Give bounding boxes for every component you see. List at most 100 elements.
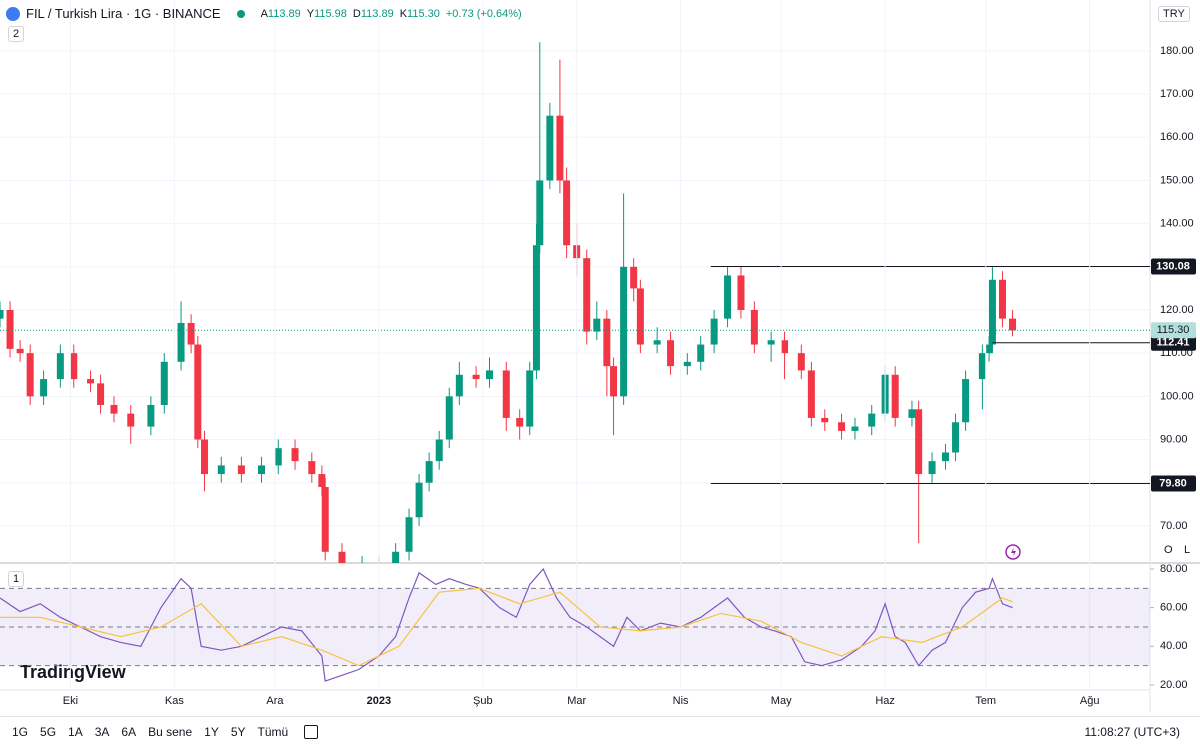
x-tick-label: May: [771, 695, 792, 707]
logo: TradingView: [20, 662, 127, 682]
symbol[interactable]: FIL / Turkish Lira · 1G · BINANCE: [26, 6, 221, 21]
ohlc-value: 113.89: [360, 7, 394, 20]
ohlc-value: 115.30: [407, 7, 440, 20]
candle-body: [308, 461, 316, 475]
x-tick-label: Tem: [975, 695, 996, 707]
price-pane: [0, 42, 1150, 563]
x-tick-label: Ara: [266, 695, 284, 707]
toolbar: 1G 5G 1A 3A 6A Bu sene 1Y 5Y Tümü 11:08:27 (UTC+…: [0, 716, 1200, 747]
candle-body: [201, 439, 209, 475]
currency[interactable]: TRY: [1158, 6, 1190, 22]
range-button[interactable]: Bu sene: [148, 725, 193, 739]
candle-body: [110, 404, 118, 414]
candle-body: [237, 465, 245, 475]
rsi-tick-label: 80.00: [1160, 563, 1188, 575]
candle-body: [710, 318, 718, 345]
range-button[interactable]: 6A: [121, 725, 137, 739]
candle-body: [258, 465, 266, 475]
candle-body: [415, 482, 423, 518]
x-tick-label: Kas: [165, 695, 184, 707]
range-button[interactable]: 1Y: [204, 725, 219, 739]
rsi-line: [0, 587, 1013, 667]
y-tick-label: 150.00: [1160, 174, 1194, 186]
level-label: 130.08: [1156, 260, 1190, 272]
candle-body: [915, 409, 923, 475]
y-tick-label: 180.00: [1160, 45, 1194, 57]
candle-body: [70, 353, 78, 380]
x-tick-label: 2023: [367, 695, 391, 707]
candle-body: [697, 344, 705, 362]
candle-body: [6, 309, 14, 349]
rsi-pane-label[interactable]: 1: [8, 571, 25, 587]
x-tick-label: Nis: [673, 695, 689, 707]
candle-body: [486, 370, 494, 380]
candle-body: [593, 318, 601, 332]
calendar-icon[interactable]: [304, 725, 319, 739]
range-button[interactable]: 1A: [68, 725, 83, 739]
candle-body: [988, 279, 996, 345]
candle-body: [1009, 318, 1017, 331]
x-tick-label: Haz: [875, 695, 895, 707]
candle-body: [392, 551, 400, 563]
range-button[interactable]: 5G: [40, 725, 57, 739]
alert-icon[interactable]: [1005, 544, 1021, 560]
candle-body: [556, 115, 564, 181]
candle-body: [26, 353, 34, 397]
ohlc: A113.89 Y115.98 D113.89 K115.30: [261, 8, 440, 20]
button-o[interactable]: O: [1160, 543, 1177, 557]
candle-body: [455, 374, 463, 397]
ranges: 1G 5G 1A 3A 6A Bu sene 1Y 5Y Tümü: [0, 725, 288, 739]
candle-body: [908, 409, 916, 418]
candle-body: [750, 309, 758, 345]
candle-body: [536, 180, 544, 246]
chart: TradingView Eki Kas Ara 2023 Şub Mar Nis May Haz…: [0, 0, 1200, 712]
candle-body: [998, 279, 1006, 319]
symbol-icon: [6, 6, 20, 21]
candle-body: [526, 370, 534, 427]
candle-body: [767, 340, 775, 345]
candle-body: [962, 379, 970, 423]
candle-body: [583, 258, 591, 332]
range-button[interactable]: 3A: [94, 725, 110, 739]
candle-body: [978, 353, 986, 380]
range-button[interactable]: 1G: [12, 725, 29, 739]
candle-body: [868, 413, 876, 427]
candle-body: [16, 348, 24, 354]
candle-body: [838, 422, 846, 431]
candle-body: [928, 461, 936, 475]
candle-body: [667, 340, 675, 367]
candle-body: [985, 344, 993, 354]
candle-body: [338, 551, 346, 563]
alert-bolt: [1011, 547, 1016, 557]
candle-body: [405, 517, 413, 552]
level-label: 79.80: [1159, 477, 1187, 489]
candle-body: [425, 461, 433, 483]
candle-body: [127, 413, 135, 427]
range-button[interactable]: 5Y: [230, 725, 246, 739]
candle-body: [620, 266, 628, 397]
y-tick-label: 90.00: [1160, 433, 1188, 445]
candle-body: [321, 487, 329, 552]
candle-body: [797, 353, 805, 371]
level-label: 112.41: [1156, 337, 1189, 349]
candle-body: [563, 180, 571, 246]
candle-body: [891, 374, 899, 418]
candle-body: [217, 465, 225, 475]
indicator-count[interactable]: 2: [8, 26, 25, 42]
last-price-label: 115.30: [1157, 324, 1190, 336]
header: FIL / Turkish Lira · 1G · BINANCE A113.8…: [6, 6, 522, 21]
range-button[interactable]: Tümü: [257, 725, 289, 739]
candle-body: [516, 417, 524, 427]
candle-body: [941, 452, 949, 462]
rsi-tick-label: 40.00: [1160, 640, 1188, 652]
change: +0.73 (+0.64%): [445, 7, 522, 20]
x-tick-label: Eki: [63, 695, 78, 707]
last-price-bg: [1151, 322, 1196, 339]
candle-body: [610, 366, 618, 397]
x-tick-label: Şub: [473, 695, 493, 707]
candle-body: [821, 417, 829, 423]
candle-body: [160, 361, 168, 405]
level-label-bg: [1151, 334, 1196, 351]
button-l[interactable]: L: [1180, 543, 1195, 557]
